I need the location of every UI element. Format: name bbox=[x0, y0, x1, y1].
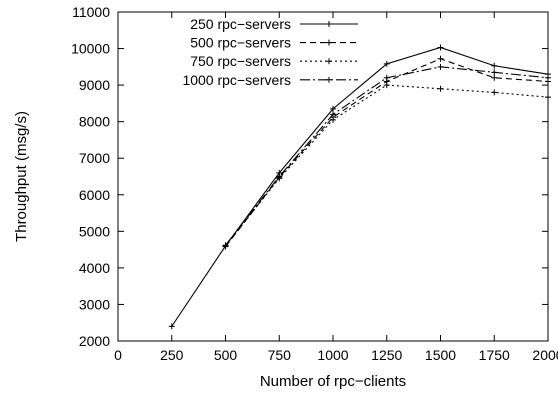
legend-marker-3 bbox=[326, 76, 332, 83]
plot-area bbox=[117, 11, 549, 342]
series-point-3 bbox=[491, 69, 498, 76]
y-tick-label: 3000 bbox=[79, 296, 110, 312]
legend: 250 rpc−servers 500 rpc−servers 750 rpc−se… bbox=[182, 16, 358, 88]
series-point-3 bbox=[437, 63, 444, 70]
legend-marker-2 bbox=[326, 58, 332, 65]
series-point-3 bbox=[222, 242, 229, 249]
x-tick-label: 1250 bbox=[371, 347, 402, 363]
x-tick-label: 1750 bbox=[479, 347, 510, 363]
legend-label-3: 1000 rpc−servers bbox=[182, 72, 291, 88]
series-point-0 bbox=[437, 44, 444, 51]
series-line-0 bbox=[171, 46, 549, 327]
series-point-2 bbox=[437, 85, 444, 92]
y-tick-label: 9000 bbox=[79, 77, 110, 93]
series-point-3 bbox=[276, 173, 283, 180]
x-tick-label: 500 bbox=[214, 347, 238, 363]
series-point-3 bbox=[545, 74, 551, 81]
x-tick-label: 1000 bbox=[317, 347, 348, 363]
series-layer bbox=[168, 44, 551, 330]
x-tick-label: 750 bbox=[268, 347, 292, 363]
legend-label-1: 500 rpc−servers bbox=[190, 35, 291, 51]
series-point-3 bbox=[330, 111, 336, 118]
legend-label-0: 250 rpc−servers bbox=[190, 16, 291, 32]
y-tick-label: 8000 bbox=[79, 114, 110, 130]
series-point-2 bbox=[383, 82, 390, 89]
y-tick-label: 7000 bbox=[79, 150, 110, 166]
series-point-0 bbox=[330, 105, 336, 112]
series-point-1 bbox=[491, 74, 498, 81]
series-point-3 bbox=[383, 74, 390, 81]
series-point-0 bbox=[383, 60, 390, 67]
legend-marker-0 bbox=[326, 21, 332, 27]
series-point-2 bbox=[491, 89, 498, 96]
series-point-0 bbox=[168, 323, 175, 330]
x-tick-label: 0 bbox=[114, 347, 122, 363]
y-tick-label: 10000 bbox=[71, 41, 110, 57]
legend-marker-1 bbox=[326, 39, 332, 46]
plot-frame bbox=[117, 11, 549, 342]
legend-label-2: 750 rpc−servers bbox=[190, 53, 291, 69]
x-axis-label: Number of rpc−clients bbox=[260, 373, 406, 390]
y-tick-label: 2000 bbox=[79, 333, 110, 349]
y-tick-label: 4000 bbox=[79, 260, 110, 276]
x-tick-label: 1500 bbox=[425, 347, 456, 363]
y-tick-label: 5000 bbox=[79, 223, 110, 239]
x-tick-label: 2000 bbox=[532, 347, 558, 363]
series-point-2 bbox=[545, 94, 551, 101]
x-tick-label: 250 bbox=[160, 347, 184, 363]
y-tick-label: 6000 bbox=[79, 187, 110, 203]
series-point-1 bbox=[437, 55, 444, 62]
axis-ticks: 0 250 500 750 1000 1250 1500 1750 2000 2000 3000 40… bbox=[71, 4, 558, 363]
y-tick-label: 11000 bbox=[72, 4, 110, 20]
series-line-3 bbox=[225, 66, 549, 246]
series-point-0 bbox=[491, 62, 498, 69]
series-line-2 bbox=[225, 84, 549, 247]
series-point-2 bbox=[330, 116, 336, 123]
y-axis-label: Throughput (msg/s) bbox=[13, 111, 30, 242]
